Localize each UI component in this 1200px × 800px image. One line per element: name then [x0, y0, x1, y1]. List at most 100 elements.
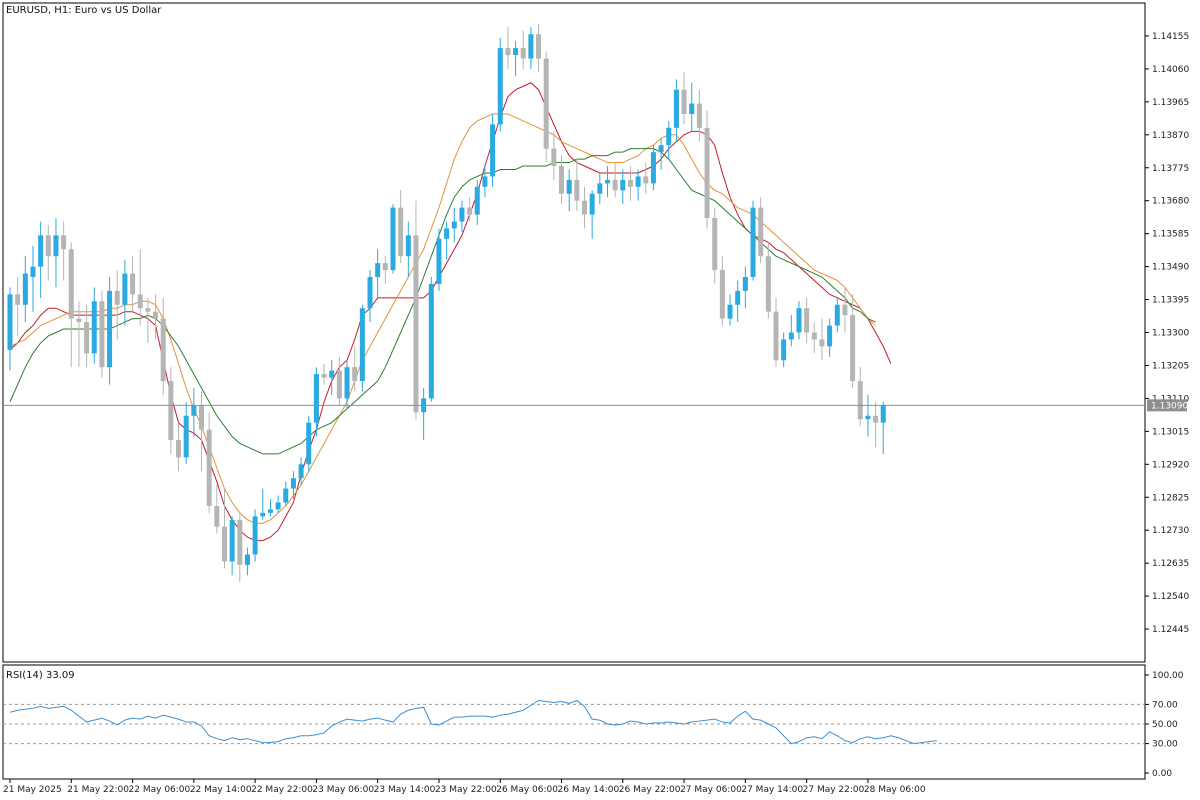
candle-body	[850, 315, 856, 382]
candle	[107, 277, 113, 385]
price-tick-label: 1.13015	[1152, 427, 1189, 437]
candle	[306, 415, 312, 472]
candle	[122, 259, 128, 326]
time-tick-label: 23 May 06:00	[312, 785, 374, 795]
candle-body	[612, 179, 618, 191]
candle	[666, 120, 672, 160]
price-tick-label: 1.13300	[1152, 329, 1189, 339]
candles	[7, 23, 886, 583]
candle	[643, 162, 649, 194]
candle	[390, 204, 396, 274]
candle	[244, 547, 250, 576]
time-tick-label: 22 May 06:00	[129, 785, 191, 795]
candle	[352, 346, 358, 392]
candle-body	[375, 263, 381, 278]
candle-body	[528, 34, 534, 59]
candle	[850, 294, 856, 388]
candle-body	[880, 405, 886, 423]
candle	[76, 301, 82, 368]
candle	[520, 30, 526, 69]
candle-body	[827, 325, 833, 347]
candle-body	[796, 308, 802, 333]
candle-body	[727, 304, 733, 319]
candle-body	[673, 89, 679, 128]
candle-body	[183, 415, 189, 458]
candle-body	[114, 290, 120, 305]
rsi-axis: 100.00 70.00 50.00 30.00 0.00	[3, 671, 1184, 779]
price-tick-label: 1.12825	[1152, 493, 1189, 503]
candle-body	[283, 488, 289, 503]
candle-body	[221, 526, 227, 562]
candle-body	[107, 290, 113, 368]
time-tick-label: 23 May 22:00	[435, 785, 497, 795]
candle	[336, 356, 342, 406]
candle	[582, 186, 587, 229]
candle	[658, 138, 664, 170]
candle	[436, 228, 442, 291]
candle	[61, 221, 67, 281]
candle-body	[804, 308, 810, 333]
candle-body	[298, 464, 304, 479]
candle-body	[336, 370, 342, 399]
candle	[604, 166, 610, 198]
candle	[168, 367, 174, 454]
candle-body	[597, 183, 603, 194]
candle	[750, 200, 756, 281]
rsi-tick-label: 0.00	[1152, 769, 1172, 779]
candle-body	[689, 103, 695, 114]
candle	[183, 401, 189, 465]
time-tick-label: 27 May 14:00	[741, 785, 803, 795]
price-tick-label: 1.13395	[1152, 296, 1189, 306]
candle-body	[344, 367, 350, 399]
price-tick-label: 1.13870	[1152, 131, 1189, 141]
candle	[482, 166, 488, 198]
candle	[252, 509, 258, 562]
candle-body	[122, 273, 128, 305]
candle	[413, 200, 419, 420]
candle-body	[582, 200, 587, 215]
candle	[589, 190, 595, 239]
candle-body	[750, 207, 756, 278]
candle	[474, 179, 480, 225]
candle	[597, 172, 603, 205]
candle	[298, 457, 304, 486]
time-tick-label: 26 May 14:00	[558, 785, 620, 795]
candle-body	[130, 273, 136, 295]
candle-body	[865, 415, 871, 420]
candle	[513, 41, 519, 76]
candle-body	[7, 294, 13, 350]
candle	[290, 471, 296, 499]
candle-body	[811, 332, 817, 340]
candle-body	[176, 440, 182, 458]
candle	[612, 162, 618, 198]
rsi-tick-label: 50.00	[1152, 720, 1178, 730]
price-tick-label: 1.12920	[1152, 460, 1189, 470]
candle-body	[145, 308, 151, 312]
candle	[819, 318, 825, 361]
candle-body	[834, 304, 840, 326]
candle-body	[719, 270, 725, 319]
candle	[528, 27, 534, 69]
candle	[206, 412, 212, 513]
candle	[176, 422, 182, 472]
candle-body	[30, 266, 36, 278]
time-tick-label: 27 May 06:00	[680, 785, 742, 795]
candle-body	[38, 235, 44, 267]
candle	[627, 166, 633, 201]
candle	[497, 37, 503, 132]
candle-body	[819, 339, 825, 347]
candle-body	[61, 235, 67, 250]
candle-body	[206, 429, 212, 506]
time-tick-label: 21 May 2025	[3, 785, 62, 795]
time-tick-label: 26 May 22:00	[619, 785, 681, 795]
candle-body	[153, 311, 159, 319]
candle-body	[513, 48, 519, 56]
time-tick-label: 23 May 14:00	[374, 785, 436, 795]
candle-body	[773, 311, 779, 361]
candle-body	[604, 179, 610, 184]
candle	[45, 224, 51, 281]
candle-body	[436, 238, 442, 284]
candle-body	[497, 48, 503, 125]
candle-body	[444, 228, 450, 239]
